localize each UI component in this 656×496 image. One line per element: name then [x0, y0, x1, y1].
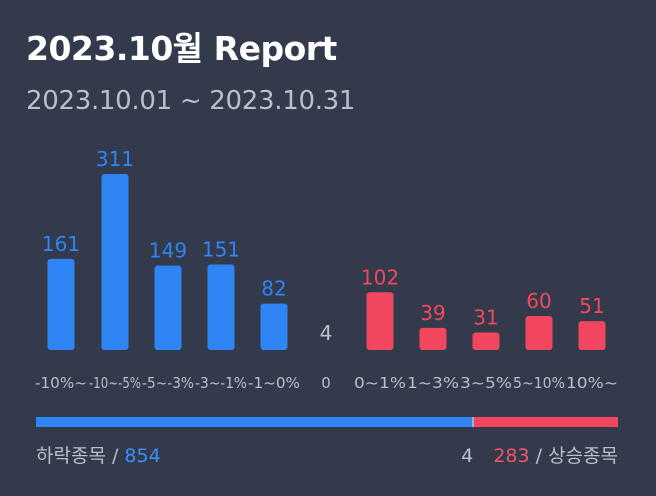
- value-label-8: 31: [473, 305, 498, 329]
- neutral-summary-total: 4: [461, 445, 474, 467]
- report-title: 2023.10월 Report: [26, 29, 337, 68]
- bar-6: [366, 292, 394, 350]
- bar-2: [154, 265, 182, 350]
- value-label-2: 149: [149, 239, 187, 263]
- category-label-5: 0: [321, 374, 331, 392]
- value-label-10: 51: [579, 294, 604, 318]
- value-label-3: 151: [202, 238, 240, 262]
- up-summary-separator: /: [535, 445, 543, 467]
- value-label-7: 39: [420, 301, 445, 325]
- category-label-9: 5~10%: [513, 374, 565, 392]
- category-label-4: -1~0%: [248, 374, 300, 392]
- bar-1: [101, 174, 129, 350]
- bar-7: [419, 327, 447, 350]
- up-ratio-segment: [473, 417, 618, 427]
- bar-10: [578, 321, 606, 350]
- value-label-0: 161: [42, 232, 80, 256]
- bar-0: [47, 258, 75, 350]
- value-label-9: 60: [526, 289, 551, 313]
- down-summary: 하락종목 / 854: [36, 441, 161, 468]
- distribution-chart: 161 -10%~ 311 -10~-5% 149 -5~-3% 151 -3~-1% 82 -1…: [35, 147, 618, 392]
- neutral-ratio-segment: [471, 417, 474, 427]
- value-label-6: 102: [361, 265, 399, 289]
- category-label-2: -5~-3%: [142, 374, 194, 392]
- bar-4: [260, 303, 288, 350]
- up-summary: 4 283 / 상승종목: [461, 441, 618, 468]
- category-label-8: 3~5%: [460, 374, 512, 392]
- up-summary-total: 283: [493, 445, 530, 467]
- summary-ratio-bar: [36, 417, 618, 427]
- bar-8: [472, 332, 500, 350]
- down-summary-separator: /: [111, 445, 119, 467]
- date-range: 2023.10.01 ~ 2023.10.31: [26, 86, 356, 116]
- category-label-6: 0~1%: [354, 374, 406, 392]
- down-ratio-segment: [36, 417, 472, 427]
- down-summary-total: 854: [124, 445, 161, 467]
- bar-9: [525, 316, 553, 350]
- value-label-4: 82: [261, 277, 286, 301]
- category-label-0: -10%~: [35, 374, 87, 392]
- category-label-10: 10%~: [566, 374, 618, 392]
- value-label-1: 311: [96, 147, 134, 171]
- category-label-3: -3~-1%: [195, 374, 247, 392]
- up-summary-label: 상승종목: [548, 445, 618, 467]
- category-label-7: 1~3%: [407, 374, 459, 392]
- down-summary-label: 하락종목: [36, 445, 106, 467]
- bar-3: [207, 264, 235, 350]
- category-label-1: -10~-5%: [89, 374, 141, 392]
- value-label-5: 4: [320, 321, 333, 345]
